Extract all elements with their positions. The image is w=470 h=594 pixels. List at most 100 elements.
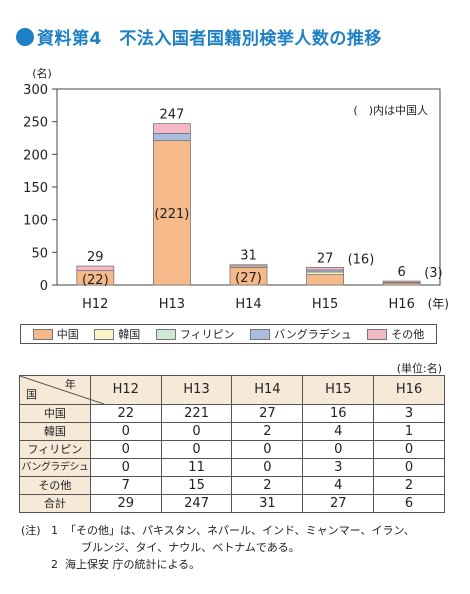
x-tick-label: H15 bbox=[312, 297, 338, 312]
table-row-header: バングラデシュ bbox=[19, 458, 91, 477]
bar-segment bbox=[152, 140, 191, 286]
table-header-row: 年 国 H12 H13 H14 H15 H16 bbox=[19, 375, 445, 405]
china-label: (16) bbox=[348, 252, 375, 267]
x-tick-label: H13 bbox=[159, 297, 185, 312]
legend-swatch bbox=[367, 328, 388, 340]
table-row-header: 合計 bbox=[19, 494, 91, 513]
table-cell: 27 bbox=[302, 494, 375, 513]
note-line: (注) 1 「その他」は、パキスタン、ネパール、インド、ミャンマー、イラン、 bbox=[21, 522, 415, 539]
legend-label: 韓国 bbox=[118, 328, 141, 341]
table-cell: 1 bbox=[373, 422, 445, 441]
table-cell: 31 bbox=[231, 494, 304, 513]
note-number: 1 bbox=[51, 524, 58, 537]
legend-swatch bbox=[32, 328, 53, 340]
table-cell: 0 bbox=[373, 458, 445, 477]
china-label: (221) bbox=[154, 207, 189, 222]
table-row-header: 中国 bbox=[19, 404, 91, 423]
table-column-header: H15 bbox=[302, 375, 375, 405]
table-cell: 0 bbox=[89, 458, 162, 477]
y-tick-label: 100 bbox=[23, 214, 48, 229]
legend-item: その他 bbox=[367, 326, 424, 342]
bar-segment bbox=[306, 266, 345, 271]
table-column-header: H13 bbox=[160, 375, 233, 405]
legend-item: バングラデシュ bbox=[250, 326, 352, 342]
table-cell: 0 bbox=[231, 458, 304, 477]
bar-segment bbox=[306, 274, 345, 286]
x-tick-label: H12 bbox=[82, 297, 108, 312]
table-row: 韓国 0 0 2 4 1 bbox=[19, 422, 445, 441]
table-cell: 22 bbox=[89, 404, 162, 423]
table-cell: 7 bbox=[89, 476, 162, 495]
table-cell: 247 bbox=[160, 494, 233, 513]
data-table: 年 国 H12 H13 H14 H15 H16 中国 22 221 27 16 3 韓国 0 0 2 4 1 フ… bbox=[19, 375, 445, 513]
bar-segment bbox=[152, 123, 191, 134]
y-tick-label: 150 bbox=[23, 181, 48, 196]
legend-swatch bbox=[250, 328, 271, 340]
table-cell: 11 bbox=[160, 458, 233, 477]
table-cell: 2 bbox=[231, 476, 304, 495]
table-cell: 6 bbox=[373, 494, 445, 513]
total-label: 27 bbox=[317, 251, 334, 266]
page-title: 資料第4 不法入国者国籍別検挙人数の推移 bbox=[37, 29, 382, 49]
corner-year-label: 年 bbox=[64, 378, 76, 391]
total-label: 31 bbox=[240, 249, 257, 264]
table-column-header: H16 bbox=[373, 375, 445, 405]
table-row: 合計 29 247 31 27 6 bbox=[19, 494, 445, 513]
x-axis-unit: (年) bbox=[428, 297, 449, 311]
china-label: (22) bbox=[82, 273, 109, 288]
table-row-header: フィリピン bbox=[19, 440, 91, 459]
y-tick-label: 300 bbox=[23, 83, 48, 98]
total-label: 6 bbox=[398, 265, 406, 280]
total-label: 29 bbox=[87, 250, 104, 265]
y-tick-label: 0 bbox=[40, 279, 48, 294]
bar-segment bbox=[382, 280, 421, 283]
table-column-header: H14 bbox=[231, 375, 304, 405]
bar-segment bbox=[152, 133, 191, 142]
note-mark bbox=[21, 556, 51, 573]
table-row-header: 韓国 bbox=[19, 422, 91, 441]
table-cell: 2 bbox=[231, 422, 304, 441]
table-body: 中国 22 221 27 16 3 韓国 0 0 2 4 1 フィリピン 0 0 0 0 0 バングラデシュ 0 11 0… bbox=[19, 404, 445, 513]
note-text: 海上保安 庁の統計による。 bbox=[65, 558, 201, 571]
x-tick-label: H14 bbox=[235, 297, 261, 312]
y-tick-label: 250 bbox=[23, 116, 48, 131]
table-cell: 2 bbox=[373, 476, 445, 495]
chart-legend: 中国 韓国 フィリピン バングラデシュ その他 bbox=[20, 324, 437, 344]
table-cell: 3 bbox=[302, 458, 375, 477]
table-cell: 0 bbox=[89, 422, 162, 441]
table-cell: 0 bbox=[231, 440, 304, 459]
table-cell: 0 bbox=[302, 440, 375, 459]
total-label: 247 bbox=[159, 108, 184, 123]
legend-label: その他 bbox=[391, 328, 425, 341]
title-row: 資料第4 不法入国者国籍別検挙人数の推移 bbox=[16, 24, 382, 49]
table-cell: 0 bbox=[89, 440, 162, 459]
table-row: フィリピン 0 0 0 0 0 bbox=[19, 440, 445, 459]
corner-diagonal bbox=[20, 376, 104, 404]
table-column-header: H12 bbox=[89, 375, 162, 405]
table-row: その他 7 15 2 4 2 bbox=[19, 476, 445, 495]
table-cell: 0 bbox=[160, 440, 233, 459]
legend-swatch bbox=[155, 328, 176, 340]
note-text: ブルンジ、タイ、ナウル、ベトナムである。 bbox=[81, 541, 300, 554]
legend-label: フィリピン bbox=[179, 328, 235, 341]
table-cell: 4 bbox=[302, 476, 375, 495]
stacked-bar-chart: 0 50 100 150 200 250 300 (名) ( )内は中国人 H12 29 (22) H1… bbox=[23, 66, 449, 312]
table-cell: 29 bbox=[89, 494, 162, 513]
chart-annotation: ( )内は中国人 bbox=[353, 103, 428, 117]
china-label: (3) bbox=[424, 266, 442, 281]
legend-item: 韓国 bbox=[94, 326, 140, 342]
x-tick-label: H16 bbox=[389, 297, 415, 312]
table-unit: (単位:名) bbox=[396, 362, 442, 375]
table-row-header: その他 bbox=[19, 476, 91, 495]
table-cell: 221 bbox=[160, 404, 233, 423]
legend-label: バングラデシュ bbox=[274, 328, 352, 341]
table-corner-cell: 年 国 bbox=[19, 375, 104, 405]
note-mark: (注) bbox=[21, 524, 41, 537]
table-cell: 16 bbox=[302, 404, 375, 423]
legend-item: フィリピン bbox=[155, 326, 235, 342]
table-cell: 15 bbox=[160, 476, 233, 495]
bar-segment bbox=[76, 265, 115, 272]
corner-country-label: 国 bbox=[26, 388, 37, 401]
legend-swatch bbox=[94, 328, 115, 340]
table-cell: 3 bbox=[373, 404, 445, 423]
